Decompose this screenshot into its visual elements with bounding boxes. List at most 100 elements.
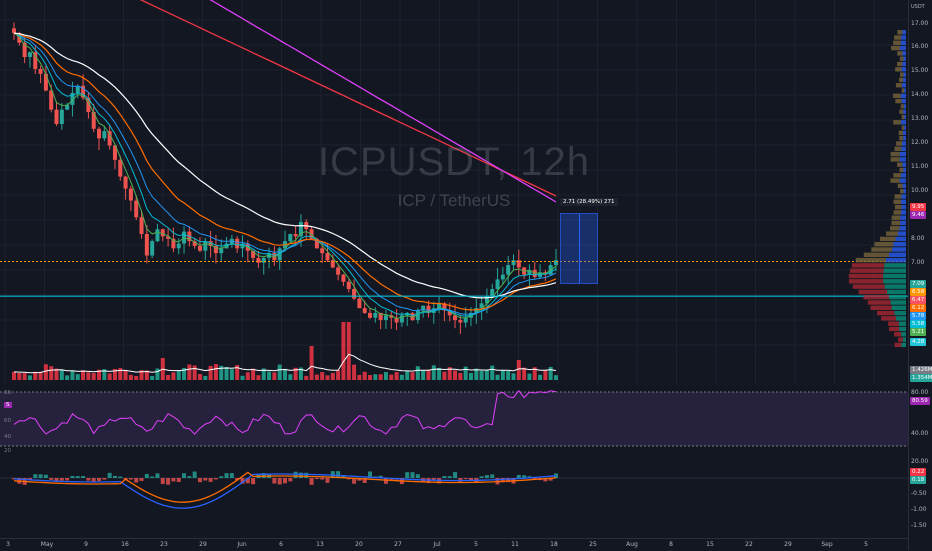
volume-profile-bar (890, 300, 906, 305)
volume-profile-bar (903, 189, 906, 194)
candle-body (527, 269, 532, 275)
macd-line (13, 473, 557, 509)
measure-label: 2.71 (28.49%) 271 (560, 198, 618, 206)
time-tick-label: May (40, 541, 54, 548)
volume-bar (410, 372, 415, 380)
volume-profile-bar (900, 40, 906, 45)
macd-histogram-bar (320, 478, 325, 480)
price-tick-label: 12.00 (911, 139, 929, 147)
price-tick-label: 11.00 (911, 163, 929, 171)
currency-label: USDT (911, 4, 925, 10)
price-tag: 6.12 (910, 304, 927, 312)
volume-bar (336, 370, 341, 380)
macd-histogram-bar (442, 476, 447, 478)
macd-histogram-bar (522, 475, 527, 478)
volume-bar (91, 373, 96, 380)
macd-histogram-bar (463, 478, 468, 480)
candle-body (320, 248, 325, 254)
time-tick-label: 18 (550, 541, 558, 548)
volume-profile-bar (903, 130, 906, 136)
macd-histogram-bar (70, 476, 75, 478)
candle-body (352, 289, 357, 299)
macd-histogram-bar (187, 476, 192, 478)
volume-profile-bar (904, 114, 906, 120)
volume-profile-bar (895, 83, 902, 88)
volume-bar (128, 374, 133, 380)
volume-profile-bar (897, 183, 903, 189)
time-tick-label: Sep (821, 541, 833, 548)
volume-bar (394, 372, 399, 380)
candle-body (484, 296, 489, 304)
candle-body (314, 238, 319, 249)
volume-bar (490, 365, 495, 380)
candles-group (12, 22, 558, 335)
macd-histogram-bar (86, 478, 91, 481)
candle-body (362, 308, 367, 313)
volume-profile-bar (888, 295, 906, 300)
volume-profile-bar (901, 204, 906, 210)
volume-profile-bar (899, 178, 906, 183)
volume-bar (506, 370, 511, 380)
volume-bar (224, 366, 229, 380)
volume-profile-bar (902, 51, 906, 56)
volume-profile-bar (900, 189, 904, 194)
volume-profile-bar (904, 125, 906, 130)
volume-profile-bar (901, 332, 906, 337)
macd-histogram-bar (352, 478, 357, 484)
volume-profile-bar (894, 332, 902, 337)
time-tick-label: 3 (6, 541, 10, 548)
time-tick-label: Jun (237, 541, 247, 548)
time-axis[interactable]: 3 May 9 16 23 29 Jun 6 13 20 27 Jul 5 11 18 25 Aug 8 15 22 2… (0, 538, 908, 551)
volume-bar (70, 370, 75, 380)
volume-bar (17, 373, 22, 380)
volume-profile-bar (894, 310, 906, 316)
candle-body (500, 274, 505, 280)
candle-body (166, 236, 171, 239)
volume-bar (554, 375, 558, 380)
volume-bar (484, 370, 489, 380)
candle-body (49, 90, 54, 110)
volume-profile-bar (848, 273, 884, 279)
price-tag: 6.58 (910, 288, 927, 296)
volume-profile-bar (901, 114, 905, 120)
rsi-pane[interactable] (0, 386, 908, 456)
price-axis[interactable]: USDT 17.00 16.00 15.00 14.00 13.00 12.00 11.00… (908, 0, 932, 550)
volume-profile-bar (893, 210, 901, 215)
macd-histogram-bar (118, 476, 123, 478)
candle-body (176, 243, 181, 249)
price-pane[interactable] (0, 0, 908, 384)
volume-bar (543, 370, 548, 380)
macd-histogram-bar (368, 471, 373, 478)
volume-bar (516, 360, 521, 380)
volume-profile (848, 30, 906, 348)
price-range-measure[interactable] (560, 213, 598, 284)
candle-body (293, 234, 298, 237)
candle-body (554, 260, 558, 266)
volume-bar (240, 375, 245, 380)
volume-profile-bar (901, 35, 906, 40)
macd-pane[interactable] (0, 458, 908, 538)
volume-bar (447, 367, 452, 380)
candle-body (453, 315, 458, 321)
volume-bar (352, 364, 357, 380)
signal-line (13, 471, 557, 503)
volume-bar (267, 371, 272, 380)
candle-body (325, 253, 330, 261)
volume-bar (538, 374, 543, 380)
time-tick-label: 13 (316, 541, 324, 548)
macd-histogram-bar (277, 478, 282, 485)
macd-histogram-bar (288, 478, 293, 482)
volume-profile-bar (863, 252, 890, 257)
volume-profile-bar (900, 45, 906, 51)
volume-bar (12, 371, 16, 380)
volume-bar (97, 369, 102, 380)
candle-body (479, 303, 484, 309)
volume-profile-bar (895, 236, 906, 242)
candle-body (298, 222, 303, 237)
candle-body (341, 274, 346, 282)
candle-body (277, 248, 282, 261)
candle-body (128, 188, 133, 201)
macd-histogram-bar (155, 473, 160, 478)
volume-bar (442, 371, 447, 380)
